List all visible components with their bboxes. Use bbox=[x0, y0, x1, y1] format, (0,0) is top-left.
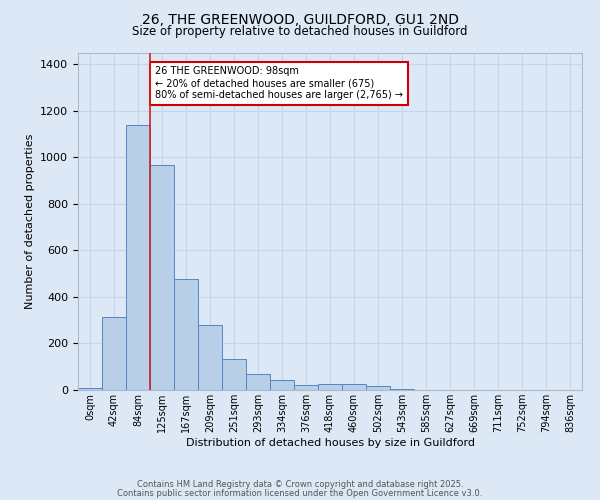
Y-axis label: Number of detached properties: Number of detached properties bbox=[25, 134, 35, 309]
Bar bbox=[222, 358, 246, 390]
Text: 26, THE GREENWOOD, GUILDFORD, GU1 2ND: 26, THE GREENWOOD, GUILDFORD, GU1 2ND bbox=[142, 12, 458, 26]
Bar bbox=[78, 388, 102, 390]
Bar bbox=[102, 316, 126, 390]
Text: 26 THE GREENWOOD: 98sqm
← 20% of detached houses are smaller (675)
80% of semi-d: 26 THE GREENWOOD: 98sqm ← 20% of detache… bbox=[155, 66, 403, 100]
X-axis label: Distribution of detached houses by size in Guildford: Distribution of detached houses by size … bbox=[185, 438, 475, 448]
Bar bbox=[342, 384, 366, 390]
Bar bbox=[366, 386, 390, 390]
Bar bbox=[318, 384, 342, 390]
Bar bbox=[294, 385, 318, 390]
Bar bbox=[174, 280, 198, 390]
Bar bbox=[198, 325, 222, 390]
Text: Size of property relative to detached houses in Guildford: Size of property relative to detached ho… bbox=[132, 25, 468, 38]
Bar bbox=[390, 389, 414, 390]
Text: Contains public sector information licensed under the Open Government Licence v3: Contains public sector information licen… bbox=[118, 488, 482, 498]
Text: Contains HM Land Registry data © Crown copyright and database right 2025.: Contains HM Land Registry data © Crown c… bbox=[137, 480, 463, 489]
Bar bbox=[126, 124, 150, 390]
Bar bbox=[270, 380, 294, 390]
Bar bbox=[150, 166, 174, 390]
Bar bbox=[246, 374, 270, 390]
